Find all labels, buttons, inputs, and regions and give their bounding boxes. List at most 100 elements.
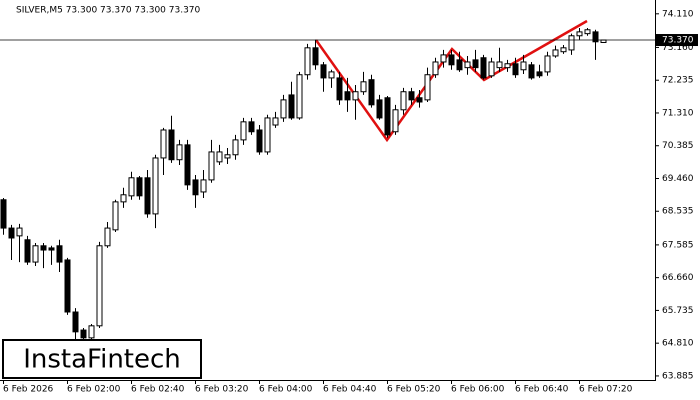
candle-body — [544, 55, 551, 73]
candle-body — [240, 121, 247, 141]
y-tick-label: 73.160 — [662, 43, 694, 53]
candle-body — [496, 61, 503, 69]
candle-body — [32, 245, 39, 263]
candle-body — [328, 71, 335, 79]
candle-body — [568, 35, 575, 51]
candle-body — [336, 77, 343, 101]
x-tick-label: 6 Feb 04:00 — [259, 385, 313, 395]
candle-body — [320, 64, 327, 79]
candle-body — [24, 239, 31, 263]
candle-body — [216, 151, 223, 163]
y-tick-label: 68.535 — [662, 207, 694, 217]
candle-body — [160, 129, 167, 159]
x-tick-label: 6 Feb 06:40 — [515, 385, 569, 395]
candle-body — [392, 109, 399, 133]
candle-body — [384, 97, 391, 136]
y-tick-label: 66.660 — [662, 273, 694, 283]
candle-body — [512, 63, 519, 76]
candle-body — [256, 129, 263, 153]
watermark-box — [2, 339, 202, 379]
candle-body — [480, 57, 487, 79]
y-tick-label: 65.735 — [662, 306, 694, 316]
candle-body — [304, 47, 311, 76]
candle-body — [16, 227, 23, 237]
x-tick-label: 6 Feb 2026 — [3, 385, 54, 395]
last-price-label: 73.370 — [662, 36, 694, 46]
candle-body — [96, 245, 103, 327]
candle-body — [0, 199, 7, 229]
last-price-tag — [656, 34, 698, 47]
candle-body — [80, 329, 87, 339]
candle-body — [408, 91, 415, 101]
candle-body — [168, 129, 175, 161]
y-tick-label: 63.885 — [662, 371, 694, 381]
candle-body — [184, 144, 191, 186]
candle-body — [280, 99, 287, 119]
candle-body — [264, 117, 271, 153]
candle-body — [592, 31, 599, 43]
candle-body — [584, 29, 591, 35]
candle-body — [448, 54, 455, 66]
y-tick-label: 67.585 — [662, 240, 694, 250]
candle-body — [344, 91, 351, 101]
candle-body — [192, 179, 199, 196]
candle-body — [352, 91, 359, 101]
candle-body — [488, 61, 495, 77]
candle-body — [560, 47, 567, 53]
x-tick-label: 6 Feb 07:20 — [579, 385, 633, 395]
candle-body — [200, 179, 207, 193]
candle-body — [368, 79, 375, 106]
candle-body — [176, 144, 183, 161]
candle-body — [360, 81, 367, 93]
candle-body — [288, 94, 295, 119]
x-tick-label: 6 Feb 05:20 — [387, 385, 441, 395]
candle-body — [528, 64, 535, 79]
x-tick-label: 6 Feb 02:00 — [67, 385, 121, 395]
candle-body — [72, 311, 79, 333]
candle-body — [8, 227, 15, 239]
candle-body — [536, 71, 543, 77]
candles — [0, 27, 607, 345]
candle-body — [56, 245, 63, 263]
x-tick-label: 6 Feb 06:00 — [451, 385, 505, 395]
candle-body — [64, 259, 71, 313]
candle-body — [456, 59, 463, 71]
candle-body — [208, 151, 215, 181]
candle-body — [128, 177, 135, 197]
watermark: InstaFintech — [23, 345, 181, 375]
candle-body — [248, 121, 255, 133]
y-tick-label: 70.385 — [662, 141, 694, 151]
candle-body — [424, 74, 431, 101]
candle-body — [136, 177, 143, 197]
candle-body — [464, 61, 471, 69]
x-tick-label: 6 Feb 04:40 — [323, 385, 377, 395]
candle-body — [224, 154, 231, 159]
candle-body — [272, 117, 279, 126]
candle-body — [520, 61, 527, 71]
candle-body — [40, 245, 47, 251]
candle-body — [472, 59, 479, 69]
chart-header: SILVER,M5 73.300 73.370 73.300 73.370 — [16, 6, 201, 16]
y-tick-label: 71.310 — [662, 108, 694, 118]
candle-body — [112, 201, 119, 231]
candle-body — [232, 139, 239, 156]
candle-body — [144, 177, 151, 215]
y-tick-label: 64.810 — [662, 339, 694, 349]
pattern-line — [314, 19, 588, 143]
candle-body — [416, 97, 423, 103]
candle-body — [88, 325, 95, 339]
candle-body — [376, 99, 383, 119]
candle-body — [504, 63, 511, 69]
candle-body — [120, 194, 127, 203]
candle-body — [432, 61, 439, 76]
candle-body — [152, 157, 159, 215]
candle-body — [552, 49, 559, 57]
x-tick-label: 6 Feb 02:40 — [131, 385, 185, 395]
candle-body — [576, 31, 583, 37]
candle-body — [312, 47, 319, 66]
x-tick-label: 6 Feb 03:20 — [195, 385, 249, 395]
candle-body — [400, 91, 407, 111]
y-tick-label: 74.110 — [662, 9, 694, 19]
